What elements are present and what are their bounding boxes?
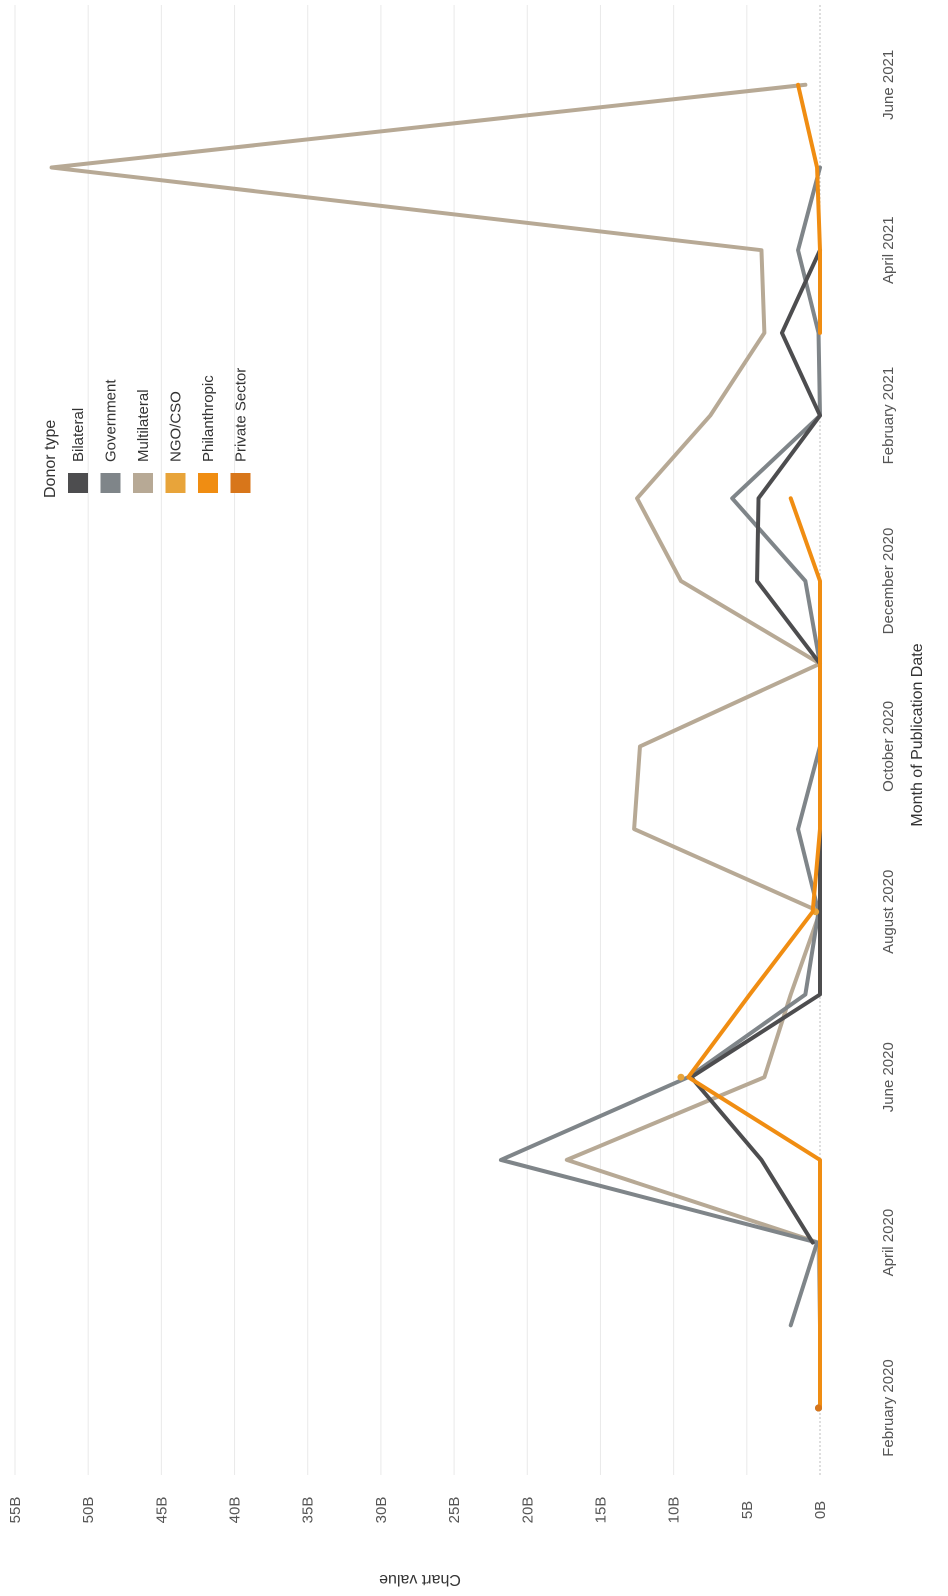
value-tick-label: 45B [153, 1497, 170, 1524]
month-tick-label: February 2020 [880, 1359, 897, 1457]
month-axis-ticks: February 2020 April 2020 June 2020 August 2… [880, 50, 897, 1457]
month-tick-label: December 2020 [880, 528, 897, 635]
gridlines [14, 5, 821, 1475]
series-point-private-sector [815, 1404, 823, 1412]
value-tick-label: 20B [519, 1497, 536, 1524]
legend-swatch [165, 473, 186, 493]
value-tick-label: 10B [666, 1497, 683, 1524]
month-axis-title: Month of Publication Date [909, 643, 926, 826]
legend-item-ngo-cso: NGO/CSO [165, 391, 186, 493]
legend-item-private-sector: Private Sector [230, 368, 251, 493]
series-line-philanthropic [686, 496, 822, 1410]
month-tick-label: June 2021 [880, 50, 897, 120]
legend-title: Donor type [42, 420, 59, 498]
value-tick-label: 5B [739, 1501, 756, 1519]
value-axis-title: Chart value [379, 1571, 461, 1588]
legend-label: Government [103, 379, 120, 462]
series-line-philanthropic [796, 82, 822, 335]
legend-swatch [133, 473, 153, 493]
value-axis-ticks: 0B 5B 10B 15B 20B 25B 30B 35B 40B 45B 50B 55B [7, 1497, 829, 1524]
legend-item-multilateral: Multilateral [133, 389, 153, 493]
legend-item-philanthropic: Philanthropic [198, 375, 218, 493]
month-tick-label: February 2021 [880, 367, 897, 465]
legend-swatch [230, 473, 251, 493]
series-line-government [498, 165, 822, 1328]
legend-label: Multilateral [135, 389, 152, 462]
legend-label: Philanthropic [200, 375, 217, 462]
value-tick-label: 15B [592, 1497, 609, 1524]
value-tick-label: 25B [446, 1497, 463, 1524]
legend-swatch [68, 473, 88, 493]
month-tick-label: August 2020 [880, 870, 897, 954]
legend-label: NGO/CSO [168, 391, 185, 462]
value-tick-label: 40B [227, 1497, 244, 1524]
series-point-ngo-cso [677, 1073, 685, 1081]
month-tick-label: October 2020 [880, 701, 897, 792]
value-tick-label: 50B [80, 1497, 97, 1524]
legend-item-bilateral: Bilateral [68, 408, 88, 493]
value-tick-label: 30B [373, 1497, 390, 1524]
series-line-multilateral [49, 82, 822, 1328]
series-line-bilateral [689, 248, 822, 1245]
legend-swatch [198, 473, 218, 493]
month-tick-label: April 2020 [880, 1209, 897, 1277]
month-tick-label: April 2021 [880, 216, 897, 284]
legend: Donor type Bilateral Government Multilater… [42, 368, 251, 498]
value-tick-label: 0B [812, 1501, 829, 1519]
value-tick-label: 35B [300, 1497, 317, 1524]
month-tick-label: June 2020 [880, 1042, 897, 1112]
value-tick-label: 55B [7, 1497, 24, 1524]
legend-label: Private Sector [233, 368, 250, 462]
series-lines [49, 82, 823, 1412]
legend-label: Bilateral [70, 408, 87, 462]
legend-swatch [100, 473, 121, 493]
legend-item-government: Government [100, 379, 121, 493]
